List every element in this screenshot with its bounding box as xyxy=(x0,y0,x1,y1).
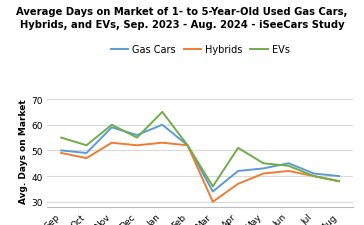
Gas Cars xyxy=(337,175,341,178)
Hybrids xyxy=(110,142,114,144)
Line: EVs: EVs xyxy=(61,112,339,187)
Y-axis label: Avg. Days on Market: Avg. Days on Market xyxy=(19,99,28,203)
Hybrids xyxy=(84,157,89,160)
Gas Cars xyxy=(312,172,316,175)
Hybrids xyxy=(236,183,240,185)
Gas Cars xyxy=(135,134,139,137)
Hybrids xyxy=(286,170,291,173)
Line: Gas Cars: Gas Cars xyxy=(61,125,339,192)
EVs xyxy=(135,137,139,139)
Gas Cars xyxy=(236,170,240,173)
Gas Cars xyxy=(286,162,291,165)
Line: Hybrids: Hybrids xyxy=(61,143,339,202)
Gas Cars xyxy=(110,126,114,129)
EVs xyxy=(312,175,316,178)
Hybrids xyxy=(337,180,341,183)
Hybrids xyxy=(211,200,215,203)
Gas Cars xyxy=(185,144,190,147)
EVs xyxy=(236,147,240,150)
Gas Cars xyxy=(59,149,63,152)
EVs xyxy=(185,144,190,147)
EVs xyxy=(59,137,63,139)
Hybrids xyxy=(185,144,190,147)
EVs xyxy=(261,162,266,165)
EVs xyxy=(84,144,89,147)
EVs xyxy=(110,124,114,126)
Hybrids xyxy=(135,144,139,147)
EVs xyxy=(337,180,341,183)
Hybrids xyxy=(312,175,316,178)
Text: Average Days on Market of 1- to 5-Year-Old Used Gas Cars,
Hybrids, and EVs, Sep.: Average Days on Market of 1- to 5-Year-O… xyxy=(16,7,348,29)
Hybrids xyxy=(261,172,266,175)
Legend: Gas Cars, Hybrids, EVs: Gas Cars, Hybrids, EVs xyxy=(107,41,293,58)
EVs xyxy=(211,185,215,188)
Hybrids xyxy=(160,142,165,144)
Gas Cars xyxy=(261,167,266,170)
Gas Cars xyxy=(160,124,165,126)
EVs xyxy=(160,111,165,114)
Hybrids xyxy=(59,152,63,155)
Gas Cars xyxy=(84,152,89,155)
Gas Cars xyxy=(211,190,215,193)
EVs xyxy=(286,165,291,167)
